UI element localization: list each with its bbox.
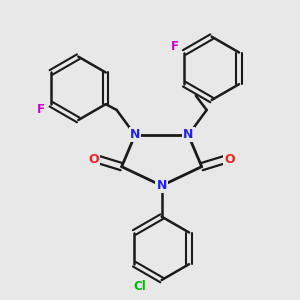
- Text: F: F: [171, 40, 178, 53]
- Text: O: O: [88, 153, 99, 166]
- Text: Cl: Cl: [133, 280, 146, 293]
- Text: N: N: [183, 128, 194, 142]
- Text: F: F: [37, 103, 45, 116]
- Text: N: N: [157, 179, 167, 192]
- Text: O: O: [224, 153, 235, 166]
- Text: N: N: [130, 128, 140, 142]
